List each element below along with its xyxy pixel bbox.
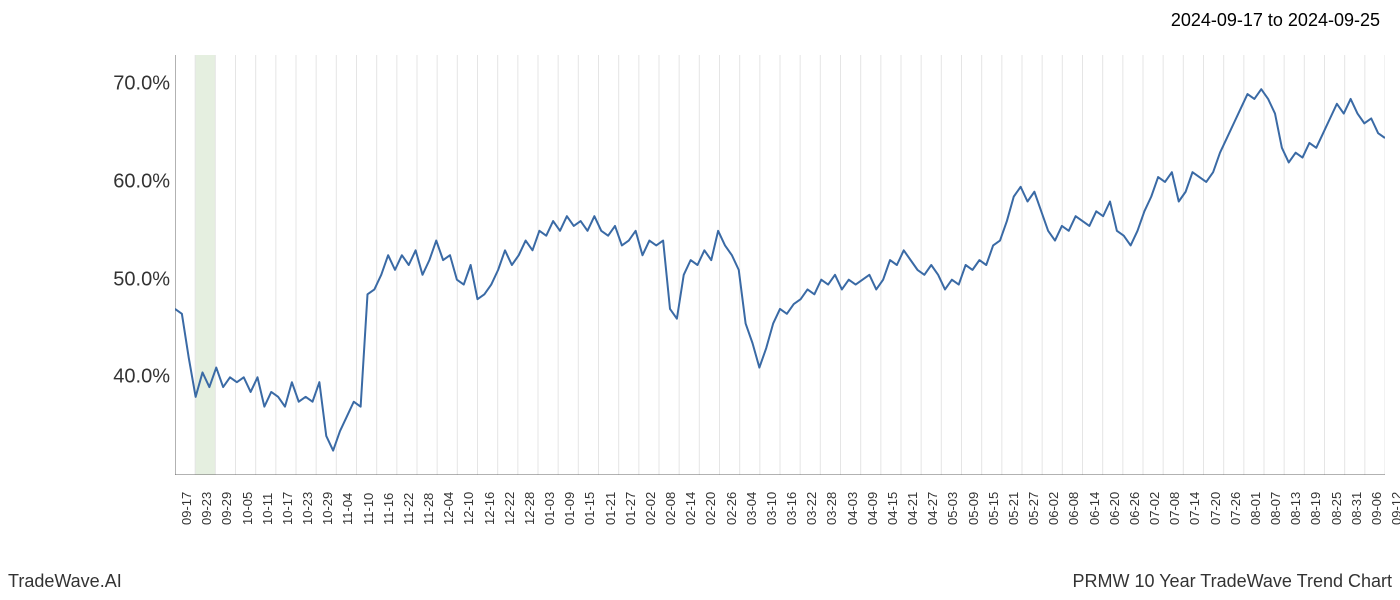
x-tick-label: 08-31 bbox=[1349, 492, 1364, 525]
x-tick-label: 05-27 bbox=[1026, 492, 1041, 525]
x-tick-label: 03-10 bbox=[764, 492, 779, 525]
x-tick-label: 04-09 bbox=[865, 492, 880, 525]
x-tick-label: 01-27 bbox=[623, 492, 638, 525]
x-tick-label: 04-21 bbox=[905, 492, 920, 525]
x-tick-label: 07-02 bbox=[1147, 492, 1162, 525]
x-tick-label: 11-04 bbox=[340, 493, 355, 525]
x-tick-label: 09-12 bbox=[1389, 492, 1400, 525]
x-tick-label: 07-20 bbox=[1208, 492, 1223, 525]
x-tick-label: 02-14 bbox=[683, 492, 698, 525]
x-tick-label: 02-26 bbox=[724, 492, 739, 525]
x-tick-label: 01-09 bbox=[562, 492, 577, 525]
y-tick-label: 50.0% bbox=[113, 268, 170, 291]
x-tick-label: 04-27 bbox=[925, 492, 940, 525]
x-tick-label: 01-21 bbox=[603, 492, 618, 525]
x-tick-label: 06-26 bbox=[1127, 492, 1142, 525]
x-tick-label: 10-23 bbox=[300, 492, 315, 525]
x-tick-label: 08-07 bbox=[1268, 492, 1283, 525]
x-tick-label: 03-04 bbox=[744, 492, 759, 525]
x-tick-label: 11-16 bbox=[381, 493, 396, 525]
x-tick-label: 01-03 bbox=[542, 492, 557, 525]
x-tick-label: 07-08 bbox=[1167, 492, 1182, 525]
x-tick-label: 03-22 bbox=[804, 492, 819, 525]
chart-container: 2024-09-17 to 2024-09-25 40.0% 50.0% 60.0%… bbox=[0, 0, 1400, 600]
x-tick-label: 09-06 bbox=[1369, 492, 1384, 525]
x-tick-label: 08-13 bbox=[1288, 492, 1303, 525]
x-tick-label: 02-02 bbox=[643, 492, 658, 525]
x-tick-label: 05-21 bbox=[1006, 492, 1021, 525]
x-tick-label: 08-01 bbox=[1248, 492, 1263, 525]
x-tick-label: 06-14 bbox=[1087, 492, 1102, 525]
y-tick-label: 70.0% bbox=[113, 73, 170, 96]
x-tick-label: 05-09 bbox=[966, 492, 981, 525]
trend-chart-svg bbox=[175, 55, 1385, 475]
x-tick-label: 09-17 bbox=[179, 492, 194, 525]
x-tick-label: 04-03 bbox=[845, 492, 860, 525]
x-tick-label: 05-03 bbox=[945, 492, 960, 525]
x-tick-label: 06-02 bbox=[1046, 492, 1061, 525]
x-tick-label: 12-10 bbox=[461, 492, 476, 525]
x-tick-label: 11-10 bbox=[361, 493, 376, 525]
x-tick-label: 08-19 bbox=[1308, 492, 1323, 525]
x-tick-label: 12-22 bbox=[502, 492, 517, 525]
x-tick-label: 07-14 bbox=[1187, 492, 1202, 525]
footer-brand: TradeWave.AI bbox=[8, 571, 122, 592]
x-tick-label: 11-28 bbox=[421, 493, 436, 525]
x-tick-label: 08-25 bbox=[1329, 492, 1344, 525]
x-tick-label: 10-29 bbox=[320, 492, 335, 525]
x-tick-label: 12-28 bbox=[522, 492, 537, 525]
date-range-label: 2024-09-17 to 2024-09-25 bbox=[1171, 10, 1380, 31]
x-tick-label: 12-04 bbox=[441, 492, 456, 525]
footer-title: PRMW 10 Year TradeWave Trend Chart bbox=[1073, 571, 1392, 592]
plot-area bbox=[175, 55, 1385, 475]
x-tick-label: 10-17 bbox=[280, 492, 295, 525]
x-tick-label: 03-28 bbox=[824, 492, 839, 525]
x-tick-label: 05-15 bbox=[986, 492, 1001, 525]
x-tick-label: 10-11 bbox=[260, 493, 275, 525]
x-tick-label: 02-20 bbox=[703, 492, 718, 525]
x-tick-label: 09-23 bbox=[199, 492, 214, 525]
y-tick-label: 60.0% bbox=[113, 170, 170, 193]
x-tick-label: 11-22 bbox=[401, 493, 416, 525]
x-tick-label: 12-16 bbox=[482, 492, 497, 525]
x-tick-label: 07-26 bbox=[1228, 492, 1243, 525]
x-tick-label: 04-15 bbox=[885, 492, 900, 525]
x-tick-label: 06-08 bbox=[1066, 492, 1081, 525]
x-tick-label: 09-29 bbox=[219, 492, 234, 525]
x-tick-label: 02-08 bbox=[663, 492, 678, 525]
x-tick-label: 06-20 bbox=[1107, 492, 1122, 525]
y-tick-label: 40.0% bbox=[113, 366, 170, 389]
x-tick-label: 03-16 bbox=[784, 492, 799, 525]
x-tick-label: 01-15 bbox=[582, 492, 597, 525]
x-tick-label: 10-05 bbox=[240, 492, 255, 525]
